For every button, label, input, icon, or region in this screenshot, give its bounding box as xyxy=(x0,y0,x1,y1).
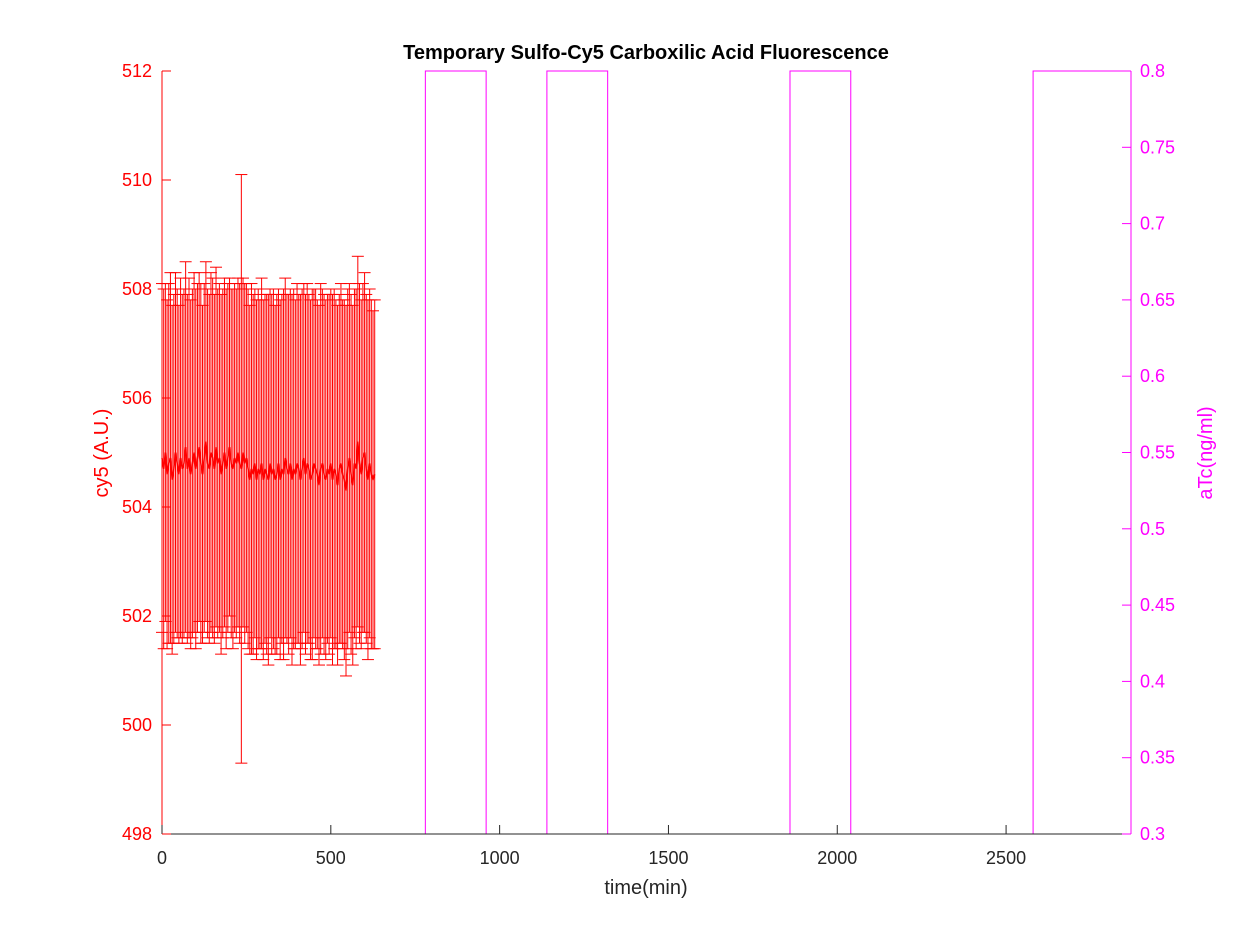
y-left-tick-label: 504 xyxy=(122,497,152,517)
y-right-tick-label: 0.8 xyxy=(1140,61,1165,81)
chart-title: Temporary Sulfo-Cy5 Carboxilic Acid Fluo… xyxy=(403,42,889,64)
x-tick-label: 500 xyxy=(316,848,346,868)
y-right-axis-title: aTc(ng/ml) xyxy=(1195,406,1217,499)
cy5-line xyxy=(161,441,376,491)
y-right-tick-label: 0.65 xyxy=(1140,290,1175,310)
y-right-tick-label: 0.5 xyxy=(1140,519,1165,539)
y-right-tick-label: 0.75 xyxy=(1140,137,1175,157)
y-left-tick-label: 510 xyxy=(122,170,152,190)
y-left-tick-label: 512 xyxy=(122,61,152,81)
cy5-series xyxy=(156,174,381,764)
y-left-tick-label: 498 xyxy=(122,824,152,844)
x-tick-label: 0 xyxy=(157,848,167,868)
y-right-tick-label: 0.55 xyxy=(1140,443,1175,463)
y-right-tick-label: 0.7 xyxy=(1140,214,1165,234)
y-right-tick-label: 0.45 xyxy=(1140,595,1175,615)
y-right-tick-label: 0.4 xyxy=(1140,671,1165,691)
x-tick-label: 2000 xyxy=(817,848,857,868)
axes: 0 500 1000 1500 2000 2500 498 500 502 504 506 508 51… xyxy=(122,61,1175,868)
y-right-tick-label: 0.6 xyxy=(1140,366,1165,386)
x-tick-label: 1000 xyxy=(480,848,520,868)
y-right-tick-label: 0.3 xyxy=(1140,824,1165,844)
y-right-tick-label: 0.35 xyxy=(1140,748,1175,768)
y-left-tick-label: 502 xyxy=(122,606,152,626)
x-tick-label: 1500 xyxy=(648,848,688,868)
y-left-axis-title: cy5 (A.U.) xyxy=(91,409,113,498)
y-left-tick-label: 506 xyxy=(122,388,152,408)
y-left-tick-label: 508 xyxy=(122,279,152,299)
y-left-tick-label: 500 xyxy=(122,715,152,735)
x-axis-title: time(min) xyxy=(604,877,687,899)
x-tick-label: 2500 xyxy=(986,848,1026,868)
